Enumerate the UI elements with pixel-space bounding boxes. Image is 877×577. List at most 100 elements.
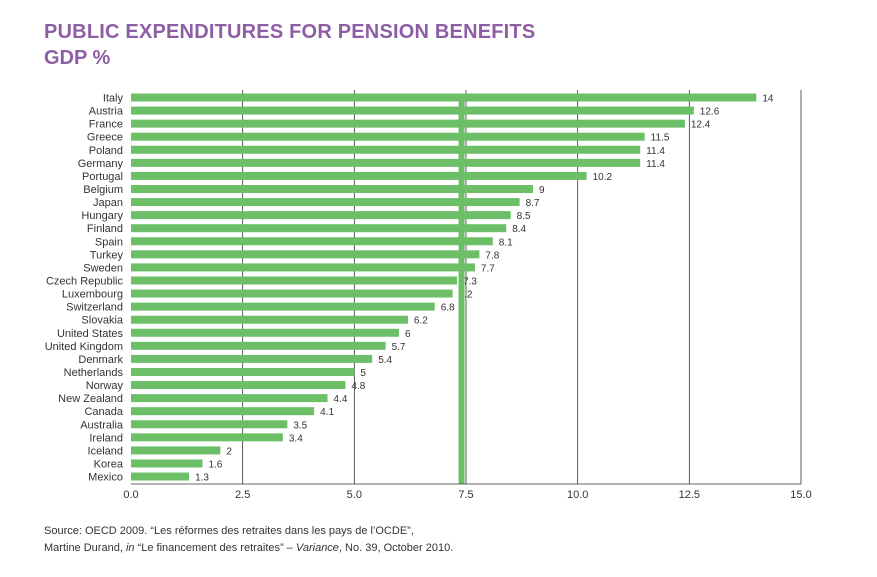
data-label: 5 [360,368,366,379]
x-tick-label: 10.0 [567,489,588,501]
data-label: 8.4 [512,224,526,235]
bar [131,106,694,115]
bar [131,211,511,220]
bar [131,394,328,403]
category-label: Portugal [82,171,123,183]
data-label: 9 [539,185,545,196]
chart-subtitle: GDP % [44,47,111,69]
data-label: 4.8 [351,381,365,392]
data-label: 6.8 [441,303,455,314]
x-tick-label: 0.0 [123,489,138,501]
bar [131,171,587,180]
category-label: Luxembourg [62,289,123,301]
category-label: Czech Republic [46,275,124,287]
data-label: 7.7 [481,263,495,274]
category-label: Australia [80,419,124,431]
x-tick-label: 15.0 [790,489,811,501]
bar [131,446,221,455]
bar [131,302,435,311]
x-tick-label: 12.5 [679,489,700,501]
x-tick-label: 2.5 [235,489,250,501]
category-label: Italy [103,93,124,105]
source-line-2: Martine Durand, in “Le financement des r… [44,540,453,557]
data-label: 1.3 [195,473,209,484]
data-label: 12.6 [700,107,720,118]
bar [131,381,346,390]
category-label: Mexico [88,472,123,484]
data-label: 2 [226,446,232,457]
category-label: Greece [87,132,123,144]
data-label: 3.5 [293,420,307,431]
category-label: Germany [78,158,124,170]
data-label: 5.7 [392,342,406,353]
x-tick-label: 5.0 [347,489,362,501]
bar [131,237,493,246]
source-in: in [125,542,135,554]
data-label: 8.7 [526,198,540,209]
category-label: Korea [94,458,124,470]
source-publication: “Le financement des retraites” – [134,542,296,554]
category-label: Iceland [88,445,123,457]
category-label: Finland [87,223,123,235]
bar [131,459,203,468]
data-label: 3.4 [289,433,303,444]
source-line-1: Source: OECD 2009. “Les réformes des ret… [44,525,414,537]
category-label: United States [57,328,124,340]
bar [131,354,373,363]
bar [131,276,458,285]
bar [131,198,520,207]
category-label: Belgium [83,184,123,196]
data-label: 11.4 [646,159,665,170]
bar [131,289,453,298]
data-label: 7.8 [485,250,499,261]
bar [131,315,408,324]
data-label: 12.4 [691,120,711,131]
x-tick-label: 7.5 [458,489,473,501]
category-label: Spain [95,236,123,248]
category-label: United Kingdom [45,341,123,353]
category-label: Hungary [81,210,123,222]
bar [131,472,190,481]
data-label: 6 [405,329,411,340]
category-label: Turkey [90,249,124,261]
bar [131,263,475,272]
bar [131,158,641,167]
bar [131,93,757,102]
bar [131,367,355,376]
source-journal: Variance [295,542,339,554]
category-label: New Zealand [58,393,123,405]
source-note: Source: OECD 2009. “Les réformes des ret… [44,523,453,557]
data-label: 7.2 [459,290,473,301]
source-issue: , No. 39, October 2010. [338,542,454,554]
category-label: Canada [84,406,123,418]
category-label: Switzerland [66,302,123,314]
data-label: 8.1 [499,237,513,248]
bar [131,328,399,337]
bar-chart: Italy 14 Austria 12.6 France 12.4 Greece 11.5 Po… [45,90,812,501]
category-label: Poland [89,145,123,157]
data-label: 4.1 [320,407,334,418]
reference-line [458,94,465,484]
category-label: Slovakia [81,315,123,327]
category-label: Sweden [83,262,123,274]
data-label: 10.2 [593,172,613,183]
bar [131,250,480,259]
bar [131,420,288,429]
bar [131,119,685,128]
bar [131,224,507,233]
chart-title: PUBLIC EXPENDITURES FOR PENSION BENEFITS [44,21,536,43]
data-label: 7.3 [463,276,477,287]
category-label: Denmark [78,354,123,366]
data-label: 14 [762,94,774,105]
bar [131,132,645,141]
data-label: 6.2 [414,316,428,327]
data-label: 5.4 [378,355,392,366]
category-label: Netherlands [64,367,124,379]
data-label: 11.5 [651,133,670,144]
category-label: Japan [93,197,123,209]
bar [131,433,283,442]
category-label: Ireland [89,432,123,444]
category-label: Norway [86,380,124,392]
data-label: 11.4 [646,146,665,157]
category-label: Austria [89,106,124,118]
